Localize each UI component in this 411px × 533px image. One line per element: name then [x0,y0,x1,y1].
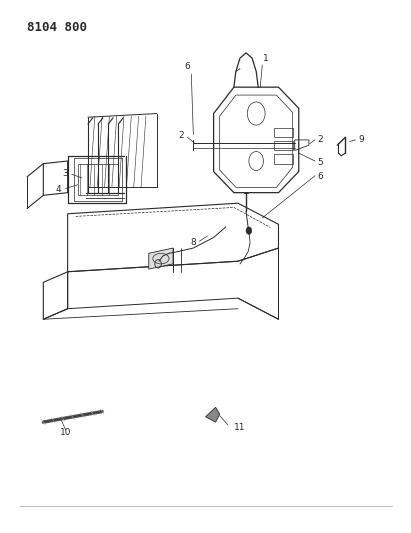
Text: 8104 800: 8104 800 [27,21,87,34]
Text: 3: 3 [62,168,68,177]
Text: 11: 11 [234,423,245,432]
Polygon shape [149,248,173,269]
Polygon shape [206,407,220,422]
Circle shape [246,227,252,235]
Text: 6: 6 [185,62,190,71]
Text: 4: 4 [56,185,62,194]
Text: 8: 8 [190,238,196,247]
Text: 10: 10 [60,428,72,437]
Text: 6: 6 [317,172,323,181]
Text: 5: 5 [317,158,323,167]
Text: 2: 2 [317,135,323,144]
Text: 2: 2 [179,131,185,140]
Text: 1: 1 [263,54,269,63]
Text: 9: 9 [358,135,364,144]
